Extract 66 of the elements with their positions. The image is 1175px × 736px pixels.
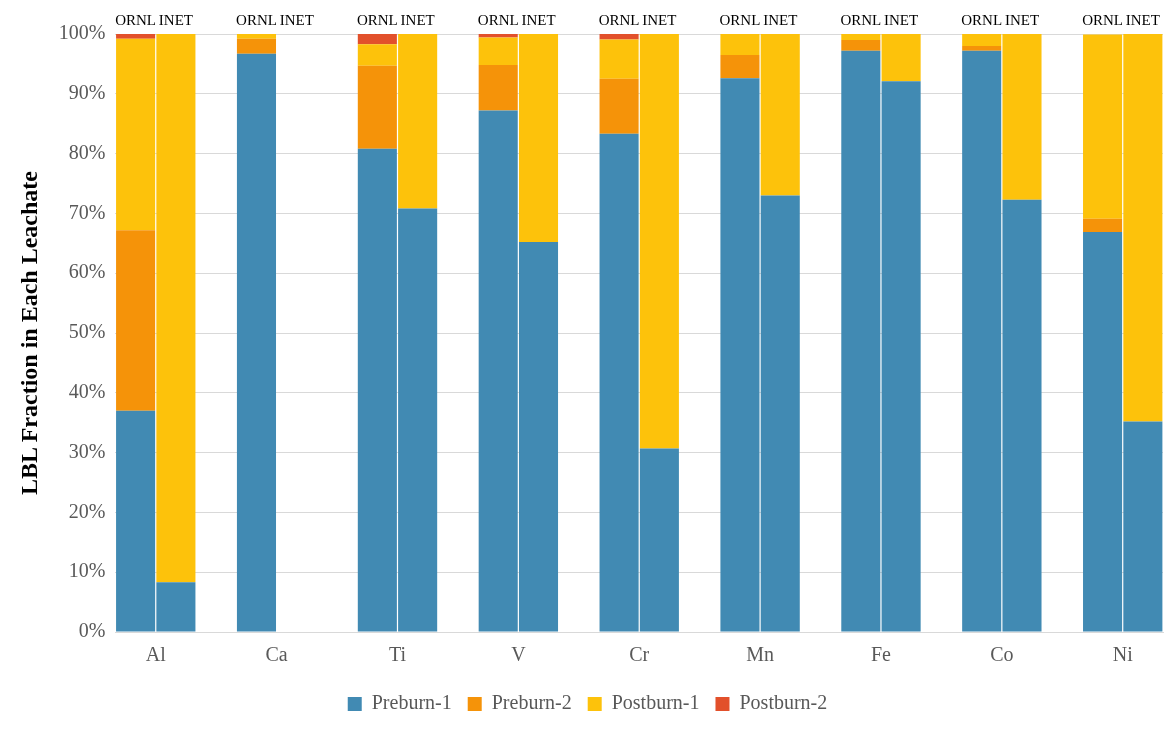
bar [841, 39, 881, 51]
bar [760, 195, 800, 632]
legend-label: Preburn-2 [491, 691, 572, 714]
x-tick-label: INET [763, 11, 798, 28]
bar [760, 34, 800, 196]
bar [236, 34, 277, 39]
legend-label: Postburn-2 [739, 691, 828, 714]
bar [478, 34, 518, 38]
x-tick-label: INET [1004, 11, 1040, 28]
bar [881, 34, 921, 82]
y-tick-label: 40% [68, 380, 106, 403]
bar [720, 78, 760, 632]
x-tick-label: ORNL [115, 11, 157, 28]
y-tick-label: 0% [78, 619, 106, 642]
bar [720, 34, 760, 55]
x-tick-label: ORNL [598, 11, 640, 28]
text: Fe [870, 643, 892, 666]
bar [357, 34, 397, 45]
bar [962, 45, 1002, 51]
x-tick-label: INET [1125, 11, 1160, 28]
y-tick-label: 50% [68, 320, 106, 343]
bar [841, 34, 881, 40]
y-tick-label: 100% [58, 21, 106, 44]
y-tick-label: 60% [68, 260, 106, 283]
x-tick-label: INET [279, 11, 314, 28]
x-tick-label: INET [400, 11, 435, 28]
bar [236, 53, 277, 632]
x-tick-label: ORNL [719, 11, 761, 28]
y-tick-label: 80% [68, 140, 106, 163]
text: Ca [265, 643, 288, 666]
bar [1083, 218, 1123, 232]
bar [357, 65, 397, 149]
text: Cr [629, 643, 650, 666]
y-tick-label: 20% [68, 499, 106, 522]
x-tick-label: ORNL [840, 11, 882, 28]
x-tick-label: INET [884, 11, 919, 28]
y-tick-label: 30% [68, 439, 106, 462]
bar [236, 38, 277, 54]
x-tick-label: ORNL [477, 11, 519, 28]
x-tick-label: ORNL [356, 11, 398, 28]
x-tick-label: ORNL [1082, 11, 1123, 28]
x-tick-label: ORNL [961, 11, 1003, 28]
text: V [511, 643, 527, 666]
text: Al [145, 643, 167, 666]
x-tick-label: INET [521, 11, 556, 28]
y-tick-label: 90% [68, 81, 106, 104]
text: Ni [1112, 643, 1134, 666]
x-tick-label: ORNL [236, 11, 277, 28]
y-axis-title: LBL Fraction in Each Leachate [15, 170, 42, 495]
bar [116, 230, 156, 411]
legend-label: Preburn-1 [371, 691, 452, 714]
text: Mn [746, 643, 774, 666]
x-tick-label: INET [642, 11, 677, 28]
legend-label: Postburn-1 [611, 691, 700, 714]
x-tick-label: INET [158, 11, 193, 28]
bar [599, 78, 639, 134]
bar [720, 54, 760, 79]
bar [478, 65, 518, 111]
bar [599, 34, 639, 40]
text: Ti [388, 643, 407, 666]
bar [116, 34, 156, 39]
bar [881, 81, 921, 632]
text: Co [990, 643, 1014, 666]
bar [841, 50, 881, 632]
y-tick-label: 70% [68, 200, 106, 223]
y-tick-label: 10% [68, 559, 106, 582]
